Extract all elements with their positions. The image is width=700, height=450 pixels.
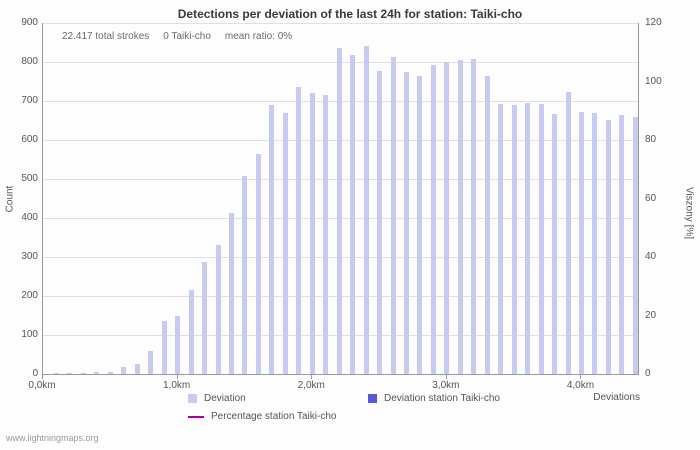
bar xyxy=(498,104,504,374)
y-tick-label-right: 0 xyxy=(645,368,651,379)
y-tick-label-left: 400 xyxy=(21,212,38,223)
legend-item-deviation: Deviation xyxy=(188,393,368,404)
legend-label-station: Deviation station Taiki-cho xyxy=(384,393,500,404)
deviation-swatch-icon xyxy=(188,394,197,403)
x-tick-mark xyxy=(311,375,313,379)
y-axis-label-left: Count xyxy=(4,185,16,213)
bar xyxy=(336,48,342,374)
bar xyxy=(323,95,329,374)
bar xyxy=(552,113,558,374)
bar xyxy=(471,58,477,374)
bar xyxy=(148,351,154,374)
legend-label-deviation: Deviation xyxy=(204,393,246,404)
bar xyxy=(390,57,396,374)
y-tick-label-right: 20 xyxy=(645,309,657,321)
x-axis-label: Deviations xyxy=(593,392,640,403)
percentage-line-swatch-icon xyxy=(188,415,204,418)
legend-item-percentage: Percentage station Taiki-cho xyxy=(188,411,336,422)
x-tick-label: 3,0km xyxy=(432,380,460,391)
y-tick-label-right: 120 xyxy=(645,17,662,28)
info-station-strokes: 0 Taiki-cho xyxy=(163,31,211,42)
y-tick-label-left: 0 xyxy=(32,368,38,379)
y-axis-label-right: Viszony [%] xyxy=(683,186,695,240)
bar xyxy=(430,64,436,374)
legend-item-station: Deviation station Taiki-cho xyxy=(368,393,500,404)
bar xyxy=(188,290,194,374)
bar xyxy=(457,60,463,374)
bar xyxy=(94,372,100,374)
bar xyxy=(403,71,409,374)
y-tick-label-left: 300 xyxy=(21,251,38,262)
info-total-strokes: 22.417 total strokes xyxy=(62,31,150,42)
bar xyxy=(525,102,531,374)
bar xyxy=(202,261,208,374)
bar xyxy=(578,111,584,374)
y-tick-label-right: 40 xyxy=(645,251,657,262)
x-tick-mark xyxy=(176,375,178,379)
y-tick-label-left: 700 xyxy=(21,95,38,106)
y-tick-label-left: 600 xyxy=(21,134,38,145)
y-tick-label-left: 100 xyxy=(21,329,38,340)
bar xyxy=(619,115,625,374)
bar xyxy=(511,104,517,374)
bar xyxy=(282,113,288,374)
x-tick-mark xyxy=(42,375,43,379)
bar xyxy=(417,76,423,374)
bar xyxy=(269,104,275,374)
plot-area xyxy=(42,23,639,375)
bar xyxy=(228,212,234,374)
watermark-link: www.lightningmaps.org xyxy=(6,433,99,443)
legend-row-2: Percentage station Taiki-cho xyxy=(188,411,500,422)
y-tick-label-left: 200 xyxy=(21,290,38,301)
y-tick-label-right: 100 xyxy=(645,75,662,87)
bar xyxy=(67,373,73,374)
bar xyxy=(121,366,127,374)
bar xyxy=(632,116,638,374)
bar xyxy=(363,46,369,374)
y-tick-label-right: 80 xyxy=(645,134,657,145)
bar xyxy=(107,371,113,374)
x-tick-label: 0,0km xyxy=(28,380,56,391)
info-row: 22.417 total strokes 0 Taiki-cho mean ra… xyxy=(62,31,292,42)
bar xyxy=(80,372,86,374)
x-tick-label: 1,0km xyxy=(162,380,191,391)
bar xyxy=(538,104,544,374)
y-tick-label-left: 500 xyxy=(21,173,38,184)
bar xyxy=(484,75,490,374)
bar xyxy=(350,54,356,374)
legend: Deviation Deviation station Taiki-cho Pe… xyxy=(188,393,500,422)
bar xyxy=(296,87,302,374)
chart-title: Detections per deviation of the last 24h… xyxy=(177,7,523,21)
bar xyxy=(175,316,181,374)
y-tick-label-left: 800 xyxy=(21,56,38,67)
bar xyxy=(134,364,140,374)
y-tick-label-right: 60 xyxy=(645,192,657,204)
bar xyxy=(242,175,248,374)
bar xyxy=(444,62,450,374)
gridline xyxy=(43,23,638,24)
legend-label-percentage: Percentage station Taiki-cho xyxy=(211,411,337,422)
bar xyxy=(605,119,611,374)
bar xyxy=(161,321,167,374)
bar xyxy=(255,154,261,374)
x-tick-label: 2,0km xyxy=(297,380,325,391)
bar xyxy=(309,93,315,374)
x-tick-mark xyxy=(580,375,582,379)
x-tick-mark xyxy=(445,375,447,379)
bar xyxy=(215,245,221,374)
bar xyxy=(565,92,571,374)
bar xyxy=(592,112,598,374)
station-swatch-icon xyxy=(368,394,377,403)
bar xyxy=(377,70,383,374)
y-tick-label-left: 900 xyxy=(21,17,38,28)
x-tick-label: 4,0km xyxy=(566,380,595,391)
bar xyxy=(53,373,59,374)
legend-row-1: Deviation Deviation station Taiki-cho xyxy=(188,393,500,404)
info-mean-ratio: mean ratio: 0% xyxy=(224,31,293,42)
